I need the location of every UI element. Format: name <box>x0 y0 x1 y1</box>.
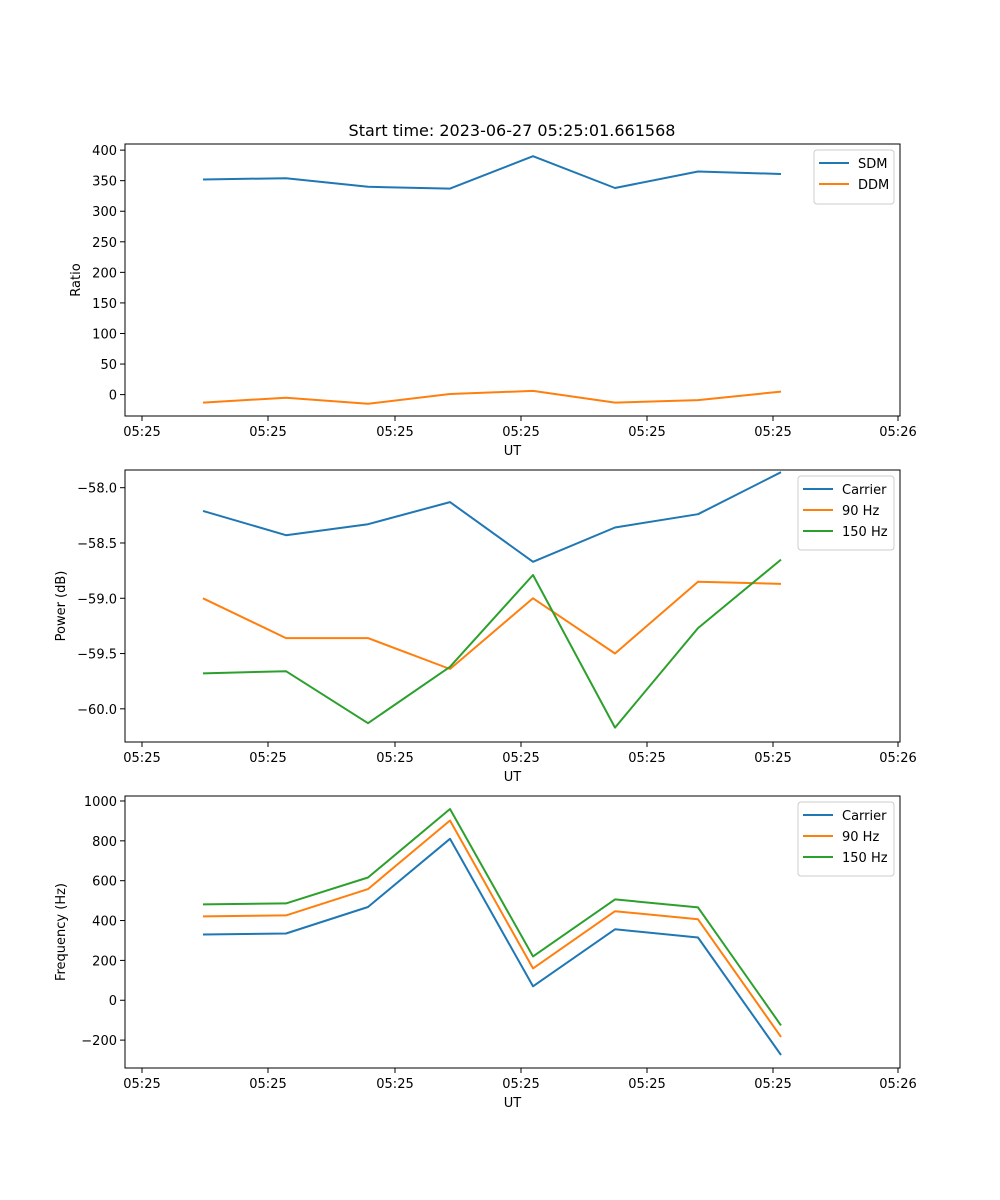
legend: Carrier 90 Hz 150 Hz <box>797 475 895 551</box>
y-tick-label: 100 <box>92 327 117 342</box>
x-axis-label: UT <box>504 770 522 785</box>
series-line-150-hz <box>202 808 782 1026</box>
legend: Carrier 90 Hz 150 Hz <box>797 801 895 877</box>
y-tick-label: 400 <box>92 144 117 159</box>
x-tick-label: 05:25 <box>754 751 791 766</box>
y-axis-label: Frequency (Hz) <box>54 883 69 981</box>
y-tick-label: 50 <box>100 358 117 373</box>
x-tick-label: 05:25 <box>123 425 160 440</box>
x-tick-label: 05:25 <box>249 1077 286 1092</box>
x-tick-label: 05:25 <box>628 425 665 440</box>
legend-label: 150 Hz <box>842 525 888 540</box>
x-tick-label: 05:25 <box>249 751 286 766</box>
series-line-carrier <box>202 471 782 563</box>
x-tick-label: 05:25 <box>628 1077 665 1092</box>
x-tick-label: 05:25 <box>754 1077 791 1092</box>
y-tick-label: 350 <box>92 175 117 190</box>
y-tick-label: 400 <box>92 915 117 930</box>
y-tick-label: 150 <box>92 297 117 312</box>
x-axis-label: UT <box>504 444 522 459</box>
subplots: 05:25 05:25 05:25 05:25 05:25 05:25 05:26 0 50 10… <box>54 143 917 1111</box>
subplot-1: 05:25 05:25 05:25 05:25 05:25 05:25 05:26 0 50 10… <box>69 143 917 459</box>
x-tick-label: 05:25 <box>502 751 539 766</box>
series-line-150-hz <box>202 558 782 729</box>
x-tick-label: 05:26 <box>879 1077 916 1092</box>
y-tick-label: 200 <box>92 954 117 969</box>
y-tick-label: 200 <box>92 266 117 281</box>
x-tick-label: 05:25 <box>376 1077 413 1092</box>
plot-frame <box>124 795 901 1069</box>
plot-frame <box>124 143 901 417</box>
y-tick-label: −58.0 <box>77 482 117 497</box>
x-tick-label: 05:25 <box>123 1077 160 1092</box>
legend-label: 90 Hz <box>842 830 879 845</box>
legend-label: 90 Hz <box>842 504 879 519</box>
x-tick-label: 05:25 <box>502 1077 539 1092</box>
y-tick-label: 800 <box>92 835 117 850</box>
series-line-90-hz <box>202 819 782 1038</box>
subplot-3: 05:25 05:25 05:25 05:25 05:25 05:25 05:26 −200 0… <box>54 795 917 1111</box>
legend-label: 150 Hz <box>842 851 888 866</box>
y-tick-label: 300 <box>92 205 117 220</box>
y-tick-label: −60.0 <box>77 703 117 718</box>
y-tick-label: −200 <box>81 1034 117 1049</box>
series-line-carrier <box>202 837 782 1056</box>
y-tick-label: 0 <box>109 389 117 404</box>
x-tick-label: 05:25 <box>249 425 286 440</box>
legend-label: SDM <box>858 157 887 172</box>
x-tick-label: 05:25 <box>376 425 413 440</box>
subplot-2: 05:25 05:25 05:25 05:25 05:25 05:25 05:26 −60.0… <box>54 469 917 785</box>
x-axis-label: UT <box>504 1096 522 1111</box>
x-tick-label: 05:25 <box>123 751 160 766</box>
y-tick-label: 1000 <box>84 795 117 810</box>
figure-title: Start time: 2023-06-27 05:25:01.661568 <box>349 121 676 140</box>
legend-label: DDM <box>858 178 889 193</box>
legend: SDM DDM <box>813 149 895 205</box>
x-tick-label: 05:26 <box>879 751 916 766</box>
y-tick-label: −59.5 <box>77 648 117 663</box>
y-axis-label: Power (dB) <box>54 571 69 642</box>
legend-label: Carrier <box>842 483 887 498</box>
y-tick-label: −59.0 <box>77 592 117 607</box>
x-tick-label: 05:25 <box>628 751 665 766</box>
y-tick-label: 0 <box>109 994 117 1009</box>
x-tick-label: 05:25 <box>502 425 539 440</box>
y-axis-label: Ratio <box>69 263 84 296</box>
series-line-ddm <box>202 389 782 405</box>
series-line-90-hz <box>202 580 782 670</box>
y-tick-label: −58.5 <box>77 537 117 552</box>
series-line-sdm <box>202 155 782 190</box>
legend-label: Carrier <box>842 809 887 824</box>
y-tick-label: 250 <box>92 236 117 251</box>
x-tick-label: 05:25 <box>754 425 791 440</box>
y-tick-label: 600 <box>92 875 117 890</box>
x-tick-label: 05:26 <box>879 425 916 440</box>
x-tick-label: 05:25 <box>376 751 413 766</box>
plot-frame <box>124 469 901 743</box>
